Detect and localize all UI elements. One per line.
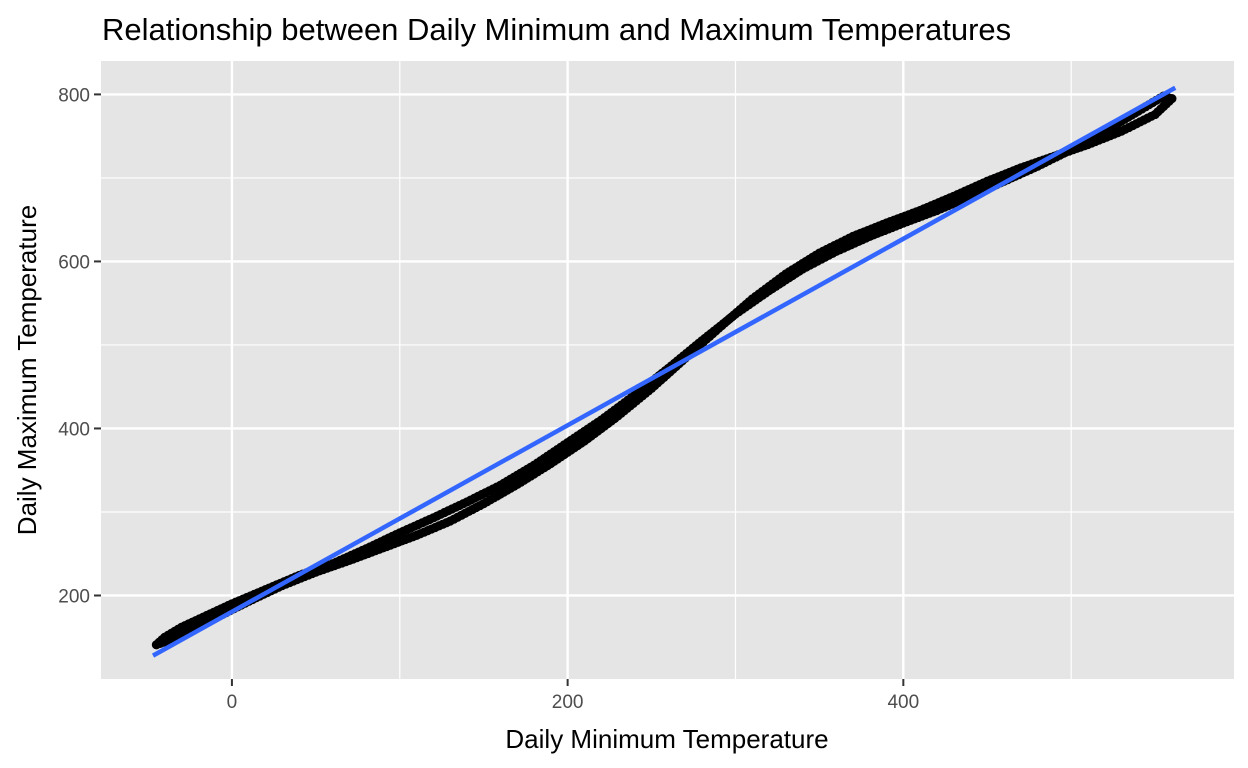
x-tick-label: 200: [552, 692, 584, 713]
data-point: [155, 638, 165, 648]
x-axis-title: Daily Minimum Temperature: [505, 724, 828, 754]
major-gridlines: [101, 61, 1234, 679]
chart-title: Relationship between Daily Minimum and M…: [102, 12, 1011, 47]
y-tick-label: 800: [58, 85, 90, 106]
y-axis-ticks: 200 400 600 800: [58, 85, 101, 607]
minor-gridlines: [101, 61, 1234, 679]
y-tick-label: 200: [58, 586, 90, 607]
y-axis-title: Daily Maximum Temperature: [12, 205, 42, 535]
x-axis-ticks: 0 200 400: [227, 679, 919, 713]
x-tick-label: 400: [887, 692, 919, 713]
x-tick-label: 0: [227, 692, 238, 713]
y-tick-label: 400: [58, 419, 90, 440]
y-tick-label: 600: [58, 252, 90, 273]
fit-line: [151, 85, 1177, 658]
